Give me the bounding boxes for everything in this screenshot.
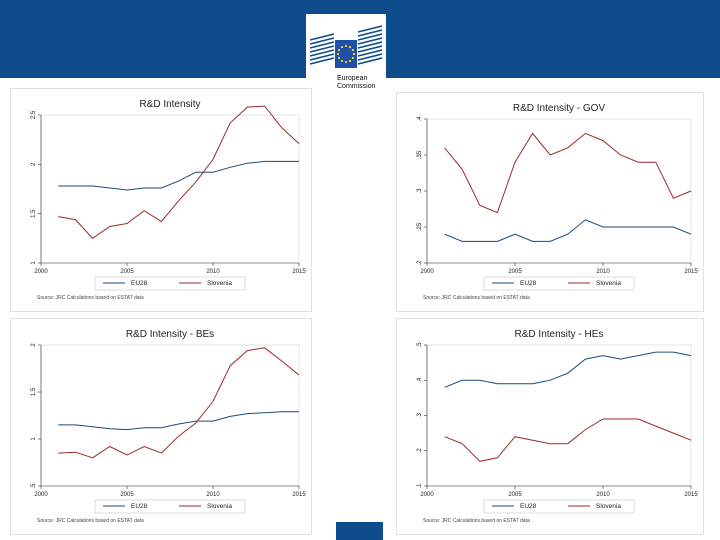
series-line-eu28 [444, 219, 692, 242]
y-tick-label: 1.5 [31, 209, 37, 218]
y-tick-label: 1 [31, 437, 37, 441]
chart-title: R&D Intensity - HEs [515, 329, 604, 340]
chart-rd-intensity-bes: R&D Intensity - BEs .5 1 1.5 2 2000 2005 2010 20… [31, 329, 306, 524]
plot-area [40, 114, 300, 264]
eu-star-icon [344, 60, 348, 64]
series-line-eu28 [444, 351, 692, 388]
footer-blue-box [336, 522, 383, 540]
legend-label: EU28 [131, 280, 148, 287]
chart-rd-intensity-hes: R&D Intensity - HEs .1 .2 .3 .4 .5 2000 2005 201… [417, 329, 698, 524]
series-line-slovenia [444, 132, 692, 214]
x-tick-label: 2015 [292, 492, 306, 498]
y-tick-label: .3 [417, 412, 423, 418]
x-tick-label: 2005 [120, 269, 134, 275]
x-tick-label: 2015 [684, 492, 698, 498]
y-tick-label: .3 [417, 188, 423, 194]
y-tick-label: 2.5 [31, 110, 37, 119]
logo-graphic [309, 25, 383, 68]
logo-text: European Commission [337, 75, 376, 90]
legend-label: Slovenia [596, 503, 621, 510]
series-line-eu28 [58, 160, 299, 191]
source-note: Source: JRC Calculations based on ESTAT … [37, 295, 144, 301]
series-line-slovenia [444, 418, 692, 462]
chart-title: R&D Intensity - BEs [126, 329, 214, 340]
eu-star-icon [344, 44, 348, 48]
y-tick-label: .35 [417, 150, 423, 159]
x-tick-label: 2000 [34, 269, 48, 275]
x-tick-label: 2015 [292, 269, 306, 275]
chart-title: R&D Intensity - GOV [513, 103, 606, 114]
y-tick-label: .1 [417, 483, 423, 489]
y-tick-label: .4 [417, 377, 423, 383]
y-tick-label: .2 [417, 260, 423, 266]
series-line-slovenia [58, 105, 300, 239]
legend-label: Slovenia [596, 280, 621, 287]
y-tick-label: .5 [417, 342, 423, 348]
x-tick-label: 2010 [206, 269, 220, 275]
y-tick-label: 1 [31, 261, 37, 265]
eu-flag-icon [335, 40, 357, 68]
eu-star-icon [348, 59, 352, 63]
chart-panel-rd-intensity-bes: R&D Intensity - BEs .5 1 1.5 2 2000 2005 2010 20… [10, 318, 312, 535]
y-tick-label: .4 [417, 116, 423, 122]
legend-label: EU28 [520, 280, 537, 287]
legend-label: EU28 [131, 503, 148, 510]
plot-area [40, 344, 300, 487]
y-tick-label: .25 [417, 222, 423, 231]
eu-star-icon [340, 59, 344, 63]
chart-panel-rd-intensity-gov: R&D Intensity - GOV .2 .25 .3 .35 .4 2000 2005 2… [396, 92, 704, 312]
series-line-slovenia [58, 347, 300, 459]
legend-box [94, 499, 246, 514]
y-tick-label: 2 [31, 343, 37, 347]
legend-label: EU28 [520, 503, 537, 510]
chart-panel-rd-intensity: R&D Intensity 1 1.5 2 2.5 2000 2005 2010 2015 EU2… [10, 88, 312, 312]
legend-label: Slovenia [207, 503, 232, 510]
eu-star-icon [351, 56, 355, 60]
chart-title: R&D Intensity [139, 99, 200, 110]
chart-rd-intensity-gov: R&D Intensity - GOV .2 .25 .3 .35 .4 2000 2005 2… [417, 103, 698, 301]
x-tick-label: 2005 [508, 492, 522, 498]
source-note: Source: JRC Calculations based on ESTAT … [423, 295, 530, 301]
legend-box [483, 499, 635, 514]
x-tick-label: 2005 [508, 269, 522, 275]
x-tick-label: 2000 [420, 269, 434, 275]
building-lines-icon [309, 25, 383, 65]
series-line-eu28 [58, 411, 299, 431]
x-tick-label: 2000 [420, 492, 434, 498]
x-tick-label: 2015 [684, 269, 698, 275]
eu-star-icon [348, 45, 352, 49]
source-note: Source: JRC Calculations based on ESTAT … [423, 518, 530, 524]
x-tick-label: 2005 [120, 492, 134, 498]
legend-box [94, 276, 246, 291]
y-tick-label: .2 [417, 448, 423, 454]
source-note: Source: JRC Calculations based on ESTAT … [37, 518, 144, 524]
y-tick-label: .5 [31, 483, 37, 489]
eu-star-icon [337, 56, 341, 60]
eu-stars-icon [336, 44, 356, 64]
y-tick-label: 1.5 [31, 387, 37, 396]
chart-panel-rd-intensity-hes: R&D Intensity - HEs .1 .2 .3 .4 .5 2000 2005 201… [396, 318, 704, 535]
chart-rd-intensity: R&D Intensity 1 1.5 2 2.5 2000 2005 2010 2015 EU2… [31, 99, 306, 301]
x-tick-label: 2010 [596, 269, 610, 275]
eu-star-icon [352, 52, 356, 56]
x-tick-label: 2010 [206, 492, 220, 498]
x-tick-label: 2010 [596, 492, 610, 498]
legend-box [483, 276, 635, 291]
eu-star-icon [340, 45, 344, 49]
x-tick-label: 2000 [34, 492, 48, 498]
european-commission-logo: European Commission [306, 14, 386, 98]
y-tick-label: 2 [31, 162, 37, 166]
legend-label: Slovenia [207, 280, 232, 287]
eu-star-icon [337, 48, 341, 52]
eu-star-icon [351, 48, 355, 52]
plot-area [426, 344, 692, 487]
eu-star-icon [336, 52, 340, 56]
